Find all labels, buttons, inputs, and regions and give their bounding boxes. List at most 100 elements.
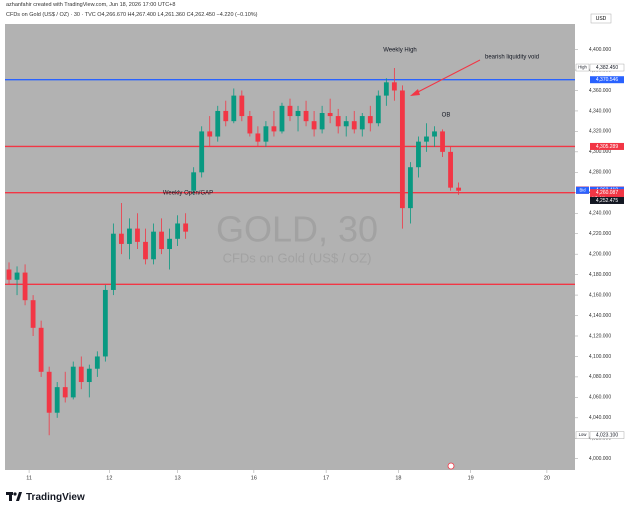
price-label: 4,252.475 <box>596 198 618 204</box>
candle-body <box>215 110 221 137</box>
candle-body <box>399 90 405 209</box>
y-tick-label: 4,140.000 <box>589 313 611 319</box>
y-tick-label: 4,340.000 <box>589 108 611 114</box>
y-tick-label: 4,040.000 <box>589 415 611 421</box>
x-tick-label: 19 <box>468 475 474 481</box>
y-tick-label: 4,240.000 <box>589 211 611 217</box>
candle-body <box>78 366 84 383</box>
x-tick-label: 18 <box>395 475 401 481</box>
candle-body <box>38 327 44 372</box>
candle-body <box>343 121 349 127</box>
candle-body <box>432 131 437 137</box>
price-label-box <box>590 189 624 197</box>
y-tick-label: 4,220.000 <box>589 231 611 237</box>
candle-body <box>440 131 445 152</box>
y-tick-label: 4,100.000 <box>589 354 611 360</box>
candle-body <box>143 241 148 260</box>
price-tag: High <box>578 65 587 70</box>
candle-body <box>295 110 301 117</box>
price-label: 4,260.087 <box>596 190 618 196</box>
price-label: 4,382.450 <box>596 65 618 71</box>
price-tag-box <box>575 431 590 439</box>
price-axis <box>575 24 625 470</box>
candle-body <box>167 238 172 250</box>
price-countdown: 24:15 <box>592 194 605 200</box>
time-axis <box>5 470 575 485</box>
candle-body <box>127 228 132 244</box>
candle-body <box>319 112 325 130</box>
y-tick-label: 4,200.000 <box>589 251 611 257</box>
candle-body <box>239 95 245 117</box>
brand-logo <box>6 492 22 501</box>
alert-icon <box>447 462 455 470</box>
x-tick-label: 13 <box>175 475 181 481</box>
candle-body <box>311 121 317 130</box>
candle-body <box>94 356 100 369</box>
candle-body <box>456 187 461 191</box>
y-tick-label: 4,060.000 <box>589 395 611 401</box>
x-tick-label: 12 <box>106 475 112 481</box>
candle-body <box>255 133 261 142</box>
candle-body <box>102 289 108 357</box>
candle-body <box>359 116 365 130</box>
candle-body <box>135 228 140 242</box>
y-tick-label: 4,160.000 <box>589 292 611 298</box>
x-tick-label: 16 <box>251 475 257 481</box>
candle-body <box>279 105 285 132</box>
x-tick-label: 20 <box>544 475 550 481</box>
candle-body <box>86 368 92 383</box>
price-label-box <box>590 76 624 84</box>
price-tag-box <box>576 186 589 194</box>
candle-body <box>271 126 277 132</box>
y-tick-label: 4,400.000 <box>589 47 611 53</box>
price-label: 4,370.546 <box>596 77 618 83</box>
price-tag: Bid <box>579 187 586 192</box>
brand: TradingView <box>6 490 85 504</box>
price-label-box <box>590 196 624 204</box>
candle-body <box>367 116 373 124</box>
watermark-subtitle: CFDs on Gold (US$ / OZ) <box>223 250 372 265</box>
candle-body <box>119 233 124 244</box>
candle-body <box>391 82 397 91</box>
candle-body <box>183 223 189 232</box>
brand-name: TradingView <box>26 491 85 503</box>
candle-body <box>448 151 453 188</box>
candle-body <box>351 121 357 130</box>
price-tag-box <box>575 63 590 72</box>
candle-body <box>247 116 253 134</box>
y-tick-label: 4,320.000 <box>589 129 611 135</box>
credit: azhanfahir created with TradingView.com,… <box>6 2 176 8</box>
candle-body <box>416 141 421 168</box>
y-tick-label: 4,120.000 <box>589 333 611 339</box>
symbol-line: CFDs on Gold (US$ / OZ) · 30 · TVC O4,26… <box>6 12 258 18</box>
y-tick-label: 4,300.000 <box>589 149 611 155</box>
y-tick-label: 4,280.000 <box>589 170 611 176</box>
currency-box <box>590 13 612 24</box>
candle-body <box>46 371 52 413</box>
annotation: bearish liquidity void <box>485 55 539 61</box>
candle-body <box>223 110 229 122</box>
candle-body <box>175 223 181 239</box>
y-tick-label: 4,360.000 <box>589 88 611 94</box>
annotation: Weekly Open/GAP <box>163 191 213 197</box>
plot-background <box>5 24 575 470</box>
candle-body <box>151 231 156 260</box>
annotation: Weekly High <box>383 48 417 54</box>
price-label-box <box>589 431 625 439</box>
candle-body <box>207 131 213 137</box>
candle-body <box>383 82 389 96</box>
candle-body <box>231 95 237 122</box>
candle-body <box>54 387 60 413</box>
candle-body <box>335 116 341 127</box>
price-label: 4,023.100 <box>596 432 618 438</box>
candle-body <box>263 126 269 142</box>
candle-body <box>30 300 36 328</box>
y-tick-label: 4,080.000 <box>589 374 611 380</box>
annotation: OB <box>442 113 451 119</box>
candle-body <box>70 366 76 398</box>
candle-body <box>14 272 20 280</box>
price-tag: Low <box>579 432 588 437</box>
x-tick-label: 11 <box>26 475 32 481</box>
